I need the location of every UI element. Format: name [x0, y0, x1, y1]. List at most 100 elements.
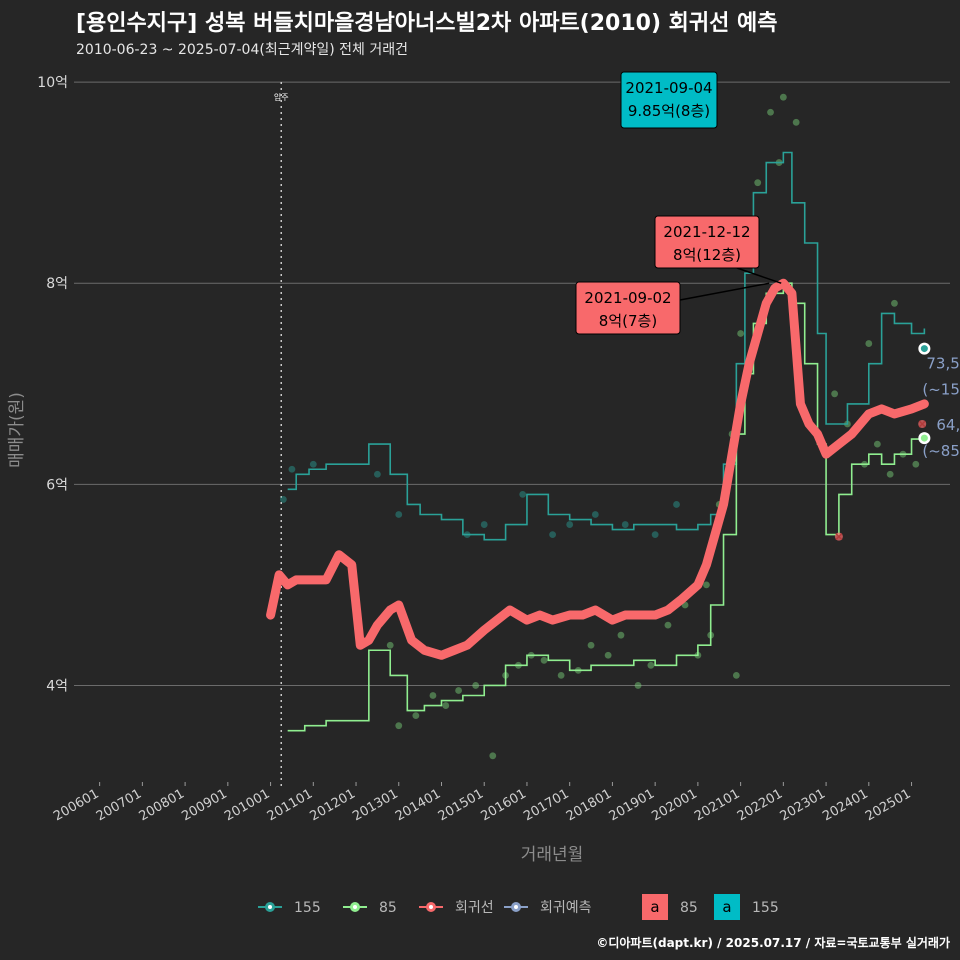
y-tick-label: 10억 — [37, 75, 68, 91]
scatter-point — [604, 651, 612, 659]
chart-title: [용인수지구] 성복 버들치마을경남아너스빌2차 아파트(2010) 회귀선 예… — [76, 11, 778, 36]
series-85-line — [287, 282, 926, 732]
scatter-point — [891, 299, 898, 307]
scatter-point — [480, 521, 488, 528]
y-tick-label: 8억 — [46, 276, 68, 292]
scatter-point — [309, 460, 317, 468]
x-tick-label: 202101 — [692, 786, 742, 824]
end-label-price: 73,500 — [926, 355, 960, 373]
legend-box-item: a 85 — [642, 894, 698, 920]
legend-label: 155 — [294, 900, 321, 916]
legend-box-label: 155 — [752, 900, 779, 916]
scatter-point — [279, 496, 287, 503]
legend-label: 85 — [379, 900, 397, 916]
legend-item: 85 — [343, 900, 397, 916]
scatter-point — [288, 465, 296, 473]
x-tick-label: 200801 — [137, 786, 187, 824]
end-label-area: (~155㎡) — [922, 381, 960, 399]
scatter-point — [540, 656, 548, 664]
scatter-point — [912, 460, 920, 468]
scatter-point — [886, 470, 894, 478]
scatter-point — [865, 340, 873, 347]
x-tick-label: 201001 — [222, 786, 272, 824]
scatter-point — [395, 722, 403, 730]
y-tick-label: 6억 — [46, 477, 68, 493]
scatter-point — [395, 511, 403, 518]
annotation-group: 2021-12-12 8억(12층) — [654, 215, 782, 284]
scatter-point — [386, 641, 394, 649]
scatter-point — [754, 179, 762, 187]
scatter-point — [831, 390, 839, 398]
legend-label: 회귀예측 — [540, 900, 592, 916]
x-tick-label: 201401 — [393, 786, 443, 824]
legend-item: 155 — [258, 900, 321, 916]
x-tick-label: 201601 — [478, 786, 528, 824]
x-tick-label: 201501 — [436, 786, 486, 824]
legend-swatch-center — [429, 905, 433, 909]
scatter-point — [732, 671, 740, 679]
scatter-point — [651, 531, 659, 539]
scatter-point — [737, 330, 745, 337]
legend-swatch-center — [268, 905, 272, 909]
scatter-point — [557, 671, 565, 679]
scatter-point — [519, 490, 527, 498]
regression-line — [266, 278, 929, 660]
move-in-label: 입주 — [274, 93, 289, 102]
legend-box-glyph: a — [650, 898, 659, 916]
chart-caption: ©디아파트(dapt.kr) / 2025.07.17 / 자료=국토교통부 실… — [596, 936, 950, 950]
annotation-date: 2021-09-02 — [584, 289, 671, 307]
end-label-area: (~85㎡) — [922, 442, 960, 460]
legend-box-glyph: a — [722, 898, 731, 916]
legend-item: 회귀예측 — [504, 900, 592, 916]
legend-swatch-center — [353, 905, 357, 909]
x-tick-label: 201201 — [308, 786, 358, 824]
end-label-price: 64,589 — [936, 416, 960, 434]
cross-marker-x — [918, 420, 926, 428]
legend-box-label: 85 — [680, 900, 698, 916]
x-tick-label: 200601 — [51, 786, 101, 824]
scatter-point — [587, 641, 595, 649]
scatter-point — [442, 702, 450, 709]
x-tick-label: 201101 — [265, 786, 315, 824]
x-tick-label: 201301 — [350, 786, 400, 824]
annotation-group: 2021-09-02 8억(7층) — [575, 281, 770, 335]
end-point-dot — [920, 434, 928, 442]
scatter-point — [634, 682, 642, 689]
scatter-point — [472, 682, 480, 689]
scatter-point — [373, 470, 381, 478]
legend-swatch-center — [514, 905, 518, 909]
annotation-price: 9.85억(8층) — [628, 102, 710, 120]
x-tick-label: 201901 — [607, 786, 657, 824]
scatter-point — [873, 440, 881, 448]
scatter-point — [549, 531, 556, 539]
scatter-point — [792, 118, 800, 126]
annotation-box — [620, 71, 718, 129]
x-tick-label: 202501 — [863, 786, 913, 824]
scatter-point — [489, 752, 497, 760]
scatter-point — [767, 108, 774, 116]
x-tick-label: 201701 — [521, 786, 571, 824]
scatter-point — [664, 621, 672, 629]
legend-label: 회귀선 — [455, 900, 494, 916]
y-tick-label: 4억 — [46, 678, 68, 694]
scatter-point — [703, 581, 710, 589]
legend-box-swatch — [642, 894, 668, 920]
scatter-point — [617, 631, 625, 639]
x-tick-label: 202401 — [820, 786, 870, 824]
annotation-price: 8억(12층) — [673, 246, 741, 264]
end-point-dot — [920, 345, 928, 353]
annotation-leader — [736, 267, 782, 284]
scatter-point — [779, 93, 787, 101]
x-tick-label: 202301 — [778, 786, 828, 824]
scatter-point — [429, 692, 437, 699]
series-155-line — [287, 151, 926, 541]
x-tick-label: 202001 — [649, 786, 699, 824]
x-tick-label: 201801 — [564, 786, 614, 824]
scatter-point — [647, 661, 655, 669]
x-tick-label: 202201 — [735, 786, 785, 824]
annotation-box — [654, 215, 760, 269]
annotation-group: 2021-09-04 9.85억(8층) — [620, 71, 718, 129]
annotation-price: 8억(7층) — [599, 312, 657, 330]
annotation-date: 2021-12-12 — [663, 223, 750, 241]
legend-box-item: a 155 — [714, 894, 779, 920]
